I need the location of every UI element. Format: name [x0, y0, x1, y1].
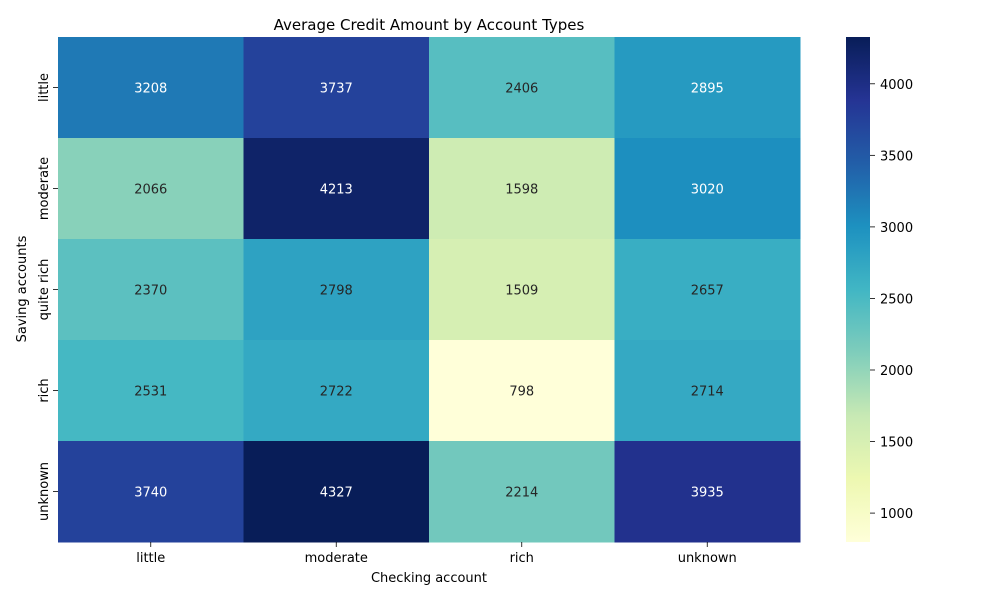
- heatmap-cell: [429, 441, 615, 543]
- heatmap-cell: [58, 340, 244, 442]
- heatmap-cell: [243, 340, 430, 442]
- cell-value-label: 2714: [691, 385, 724, 400]
- cell-value-label: 2531: [134, 385, 167, 400]
- cell-value-label: 3740: [134, 486, 167, 501]
- cell-value-label: 2370: [134, 284, 167, 299]
- x-tick-label: little: [136, 551, 165, 566]
- heatmap-cell: [614, 340, 801, 442]
- heatmap-cell: [614, 239, 801, 341]
- colorbar: [846, 37, 870, 542]
- colorbar-tick-label: 4000: [880, 78, 913, 93]
- x-axis-label: Checking account: [371, 571, 487, 586]
- cell-value-label: 798: [509, 385, 534, 400]
- heatmap-cell: [429, 239, 615, 341]
- cell-value-label: 1598: [505, 183, 538, 198]
- colorbar-tick-label: 2000: [880, 364, 913, 379]
- cell-value-label: 3208: [134, 82, 167, 97]
- cell-value-label: 3935: [691, 486, 724, 501]
- x-axis-ticks: little moderate rich unknown: [136, 542, 737, 566]
- cell-value-label: 4213: [320, 183, 353, 198]
- x-tick-label: unknown: [678, 551, 737, 566]
- chart-title: Average Credit Amount by Account Types: [274, 16, 585, 34]
- colorbar-tick-label: 1000: [880, 507, 913, 522]
- colorbar-tick-label: 3500: [880, 149, 913, 164]
- heatmap-cell: [58, 239, 244, 341]
- heatmap-cells: 3208 3737 2406 2895 2066 4213 1598 3020 2370 2798…: [58, 37, 801, 543]
- cell-value-label: 2657: [691, 284, 724, 299]
- heatmap-cell: [429, 37, 615, 139]
- heatmap-cell: [429, 138, 615, 240]
- heatmap-cell: [614, 37, 801, 139]
- heatmap-cell: [243, 138, 430, 240]
- heatmap-cell: [243, 37, 430, 139]
- y-tick-label: moderate: [37, 157, 52, 220]
- x-tick-label: moderate: [305, 551, 368, 566]
- y-axis-label: Saving accounts: [15, 235, 30, 342]
- y-tick-label: quite rich: [37, 259, 52, 321]
- cell-value-label: 4327: [320, 486, 353, 501]
- y-axis-ticks: little moderate quite rich rich unknown: [37, 73, 58, 521]
- cell-value-label: 2895: [691, 82, 724, 97]
- heatmap-cell: [614, 138, 801, 240]
- heatmap-cell: [58, 37, 244, 139]
- y-tick-label: rich: [37, 378, 52, 402]
- heatmap-cell: [243, 441, 430, 543]
- y-tick-label: little: [37, 73, 52, 102]
- colorbar-tick-label: 3000: [880, 221, 913, 236]
- cell-value-label: 3020: [691, 183, 724, 198]
- x-tick-label: rich: [510, 551, 534, 566]
- colorbar-tick-label: 1500: [880, 436, 913, 451]
- heatmap-cell: [58, 441, 244, 543]
- cell-value-label: 2406: [505, 82, 538, 97]
- cell-value-label: 1509: [505, 284, 538, 299]
- cell-value-label: 3737: [320, 82, 353, 97]
- cell-value-label: 2066: [134, 183, 167, 198]
- heatmap-cell: [429, 340, 615, 442]
- heatmap-cell: [243, 239, 430, 341]
- y-tick-label: unknown: [37, 462, 52, 521]
- cell-value-label: 2798: [320, 284, 353, 299]
- cell-value-label: 2214: [505, 486, 538, 501]
- colorbar-ticks: 1000 1500 2000 2500 3000 3500 4000: [870, 78, 913, 522]
- heatmap-cell: [614, 441, 801, 543]
- colorbar-tick-label: 2500: [880, 292, 913, 307]
- heatmap-cell: [58, 138, 244, 240]
- cell-value-label: 2722: [320, 385, 353, 400]
